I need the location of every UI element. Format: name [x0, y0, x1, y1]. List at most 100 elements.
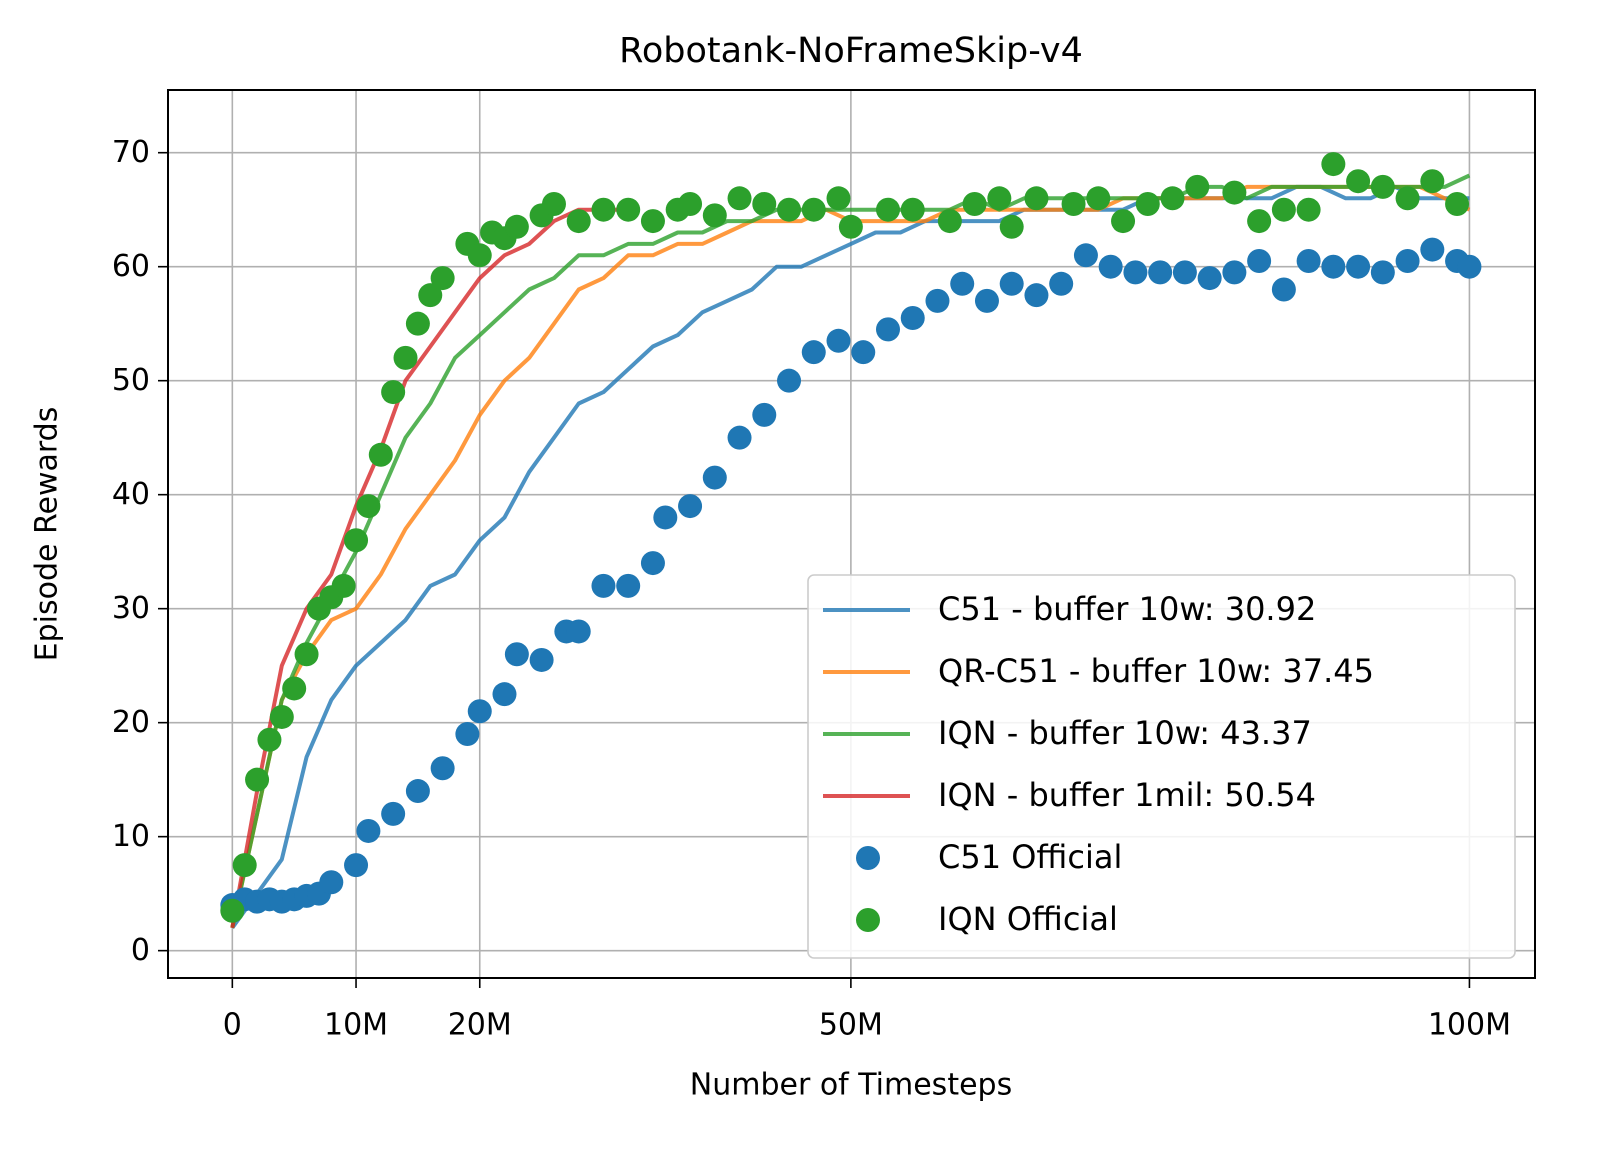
x-axis-label: Number of Timesteps: [690, 1068, 1012, 1103]
scatter-point: [1370, 174, 1395, 199]
scatter-point: [702, 465, 727, 490]
scatter-point: [430, 756, 455, 781]
scatter-point: [529, 647, 554, 672]
scatter-point: [999, 214, 1024, 239]
scatter-point: [1445, 191, 1470, 216]
chart-title: Robotank-NoFrameSkip-v4: [619, 31, 1083, 71]
scatter-point: [504, 642, 529, 667]
series-line: [230, 173, 1471, 929]
scatter-point: [678, 494, 703, 519]
scatter-point: [727, 425, 752, 450]
scatter-point: [777, 368, 802, 393]
scatter-point: [1049, 271, 1074, 296]
scatter-point: [393, 345, 418, 370]
scatter-point: [541, 191, 566, 216]
scatter-point: [875, 317, 900, 342]
scatter-point: [294, 642, 319, 667]
scatter-point: [344, 528, 369, 553]
scatter-point: [1024, 186, 1049, 211]
scatter-point: [232, 853, 257, 878]
x-tick-label: 50M: [819, 1008, 883, 1043]
legend-box: [807, 574, 1516, 959]
scatter-point: [950, 271, 975, 296]
scatter-point: [900, 305, 925, 330]
y-tick-label: 30: [112, 591, 150, 626]
scatter-point: [616, 197, 641, 222]
scatter-point: [467, 699, 492, 724]
legend-label: QR-C51 - buffer 10w: 37.45: [938, 652, 1374, 690]
scatter-point: [245, 767, 270, 792]
scatter-point: [331, 573, 356, 598]
scatter-point: [282, 676, 307, 701]
scatter-point: [826, 186, 851, 211]
scatter-point: [1123, 260, 1148, 285]
scatter-point: [962, 191, 987, 216]
scatter-point: [838, 214, 863, 239]
scatter-point: [405, 779, 430, 804]
scatter-point: [381, 380, 406, 405]
scatter-point: [1073, 243, 1098, 268]
scatter-point: [1197, 266, 1222, 291]
scatter-point: [1247, 209, 1272, 234]
scatter-point: [1185, 174, 1210, 199]
scatter-point: [1024, 283, 1049, 308]
scatter-point: [925, 288, 950, 313]
scatter-point: [591, 573, 616, 598]
scatter-point: [752, 402, 777, 427]
legend-label: C51 Official: [938, 838, 1122, 876]
scatter-point: [727, 186, 752, 211]
legend-marker: [856, 846, 880, 870]
y-tick-label: 20: [112, 705, 150, 740]
scatter-point: [504, 214, 529, 239]
y-tick-label: 50: [112, 363, 150, 398]
y-tick-label: 0: [131, 933, 150, 968]
scatter-point: [220, 898, 245, 923]
scatter-point: [1321, 254, 1346, 279]
scatter-point: [356, 494, 381, 519]
scatter-point: [1247, 248, 1272, 273]
scatter-point: [1370, 260, 1395, 285]
y-axis-label: Episode Rewards: [30, 407, 65, 662]
y-tick-label: 40: [112, 477, 150, 512]
legend-label: C51 - buffer 10w: 30.92: [938, 590, 1316, 628]
scatter-point: [999, 271, 1024, 296]
scatter-point: [344, 853, 369, 878]
x-tick-label: 10M: [324, 1008, 388, 1043]
scatter-point: [1160, 186, 1185, 211]
legend-label: IQN - buffer 10w: 43.37: [938, 714, 1312, 752]
scatter-point: [937, 209, 962, 234]
scatter-point: [1420, 169, 1445, 194]
scatter-point: [566, 209, 591, 234]
scatter-point: [875, 197, 900, 222]
scatter-point: [1271, 197, 1296, 222]
plot-frame: [167, 89, 1536, 979]
scatter-point: [1172, 260, 1197, 285]
scatter-point: [801, 197, 826, 222]
scatter-point: [381, 801, 406, 826]
scatter-point: [1135, 191, 1160, 216]
legend-label: IQN - buffer 1mil: 50.54: [938, 776, 1316, 814]
scatter-point: [591, 197, 616, 222]
scatter-point: [974, 288, 999, 313]
scatter-point: [368, 442, 393, 467]
scatter-point: [1321, 152, 1346, 177]
scatter-point: [319, 870, 344, 895]
scatter-point: [616, 573, 641, 598]
scatter-point: [1457, 254, 1482, 279]
scatter-point: [455, 722, 480, 747]
scatter-point: [1148, 260, 1173, 285]
scatter-point: [1395, 186, 1420, 211]
scatter-point: [405, 311, 430, 336]
scatter-point: [640, 209, 665, 234]
legend-marker: [856, 908, 880, 932]
y-tick-label: 70: [112, 135, 150, 170]
scatter-point: [1086, 186, 1111, 211]
scatter-point: [826, 328, 851, 353]
scatter-point: [1222, 180, 1247, 205]
scatter-point: [566, 619, 591, 644]
scatter-point: [467, 243, 492, 268]
scatter-point: [430, 266, 455, 291]
scatter-point: [1271, 277, 1296, 302]
scatter-point: [1296, 197, 1321, 222]
